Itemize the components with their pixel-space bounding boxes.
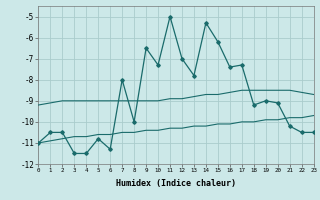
X-axis label: Humidex (Indice chaleur): Humidex (Indice chaleur) [116,179,236,188]
